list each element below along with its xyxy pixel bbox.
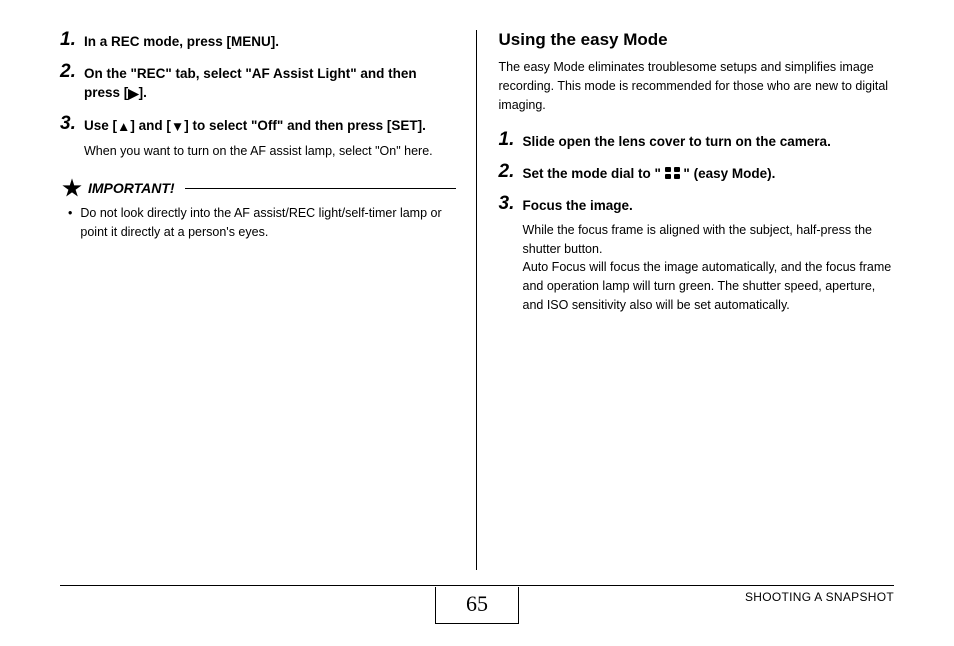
step-note: While the focus frame is aligned with th… <box>523 221 895 315</box>
down-arrow-icon: ▼ <box>171 118 184 137</box>
step-body: Focus the image. While the focus frame i… <box>523 194 895 315</box>
step-number: 2. <box>60 62 84 83</box>
footer-content: 65 SHOOTING A SNAPSHOT <box>60 586 894 624</box>
left-column: 1. In a REC mode, press [MENU]. 2. On th… <box>60 30 476 570</box>
right-arrow-icon: ▶ <box>128 85 138 104</box>
important-rule <box>185 188 456 189</box>
section-intro: The easy Mode eliminates troublesome set… <box>499 58 895 114</box>
step-head: Focus the image. <box>523 197 895 216</box>
important-block: IMPORTANT! • Do not look directly into t… <box>62 178 456 242</box>
easy-mode-icon <box>665 167 680 179</box>
left-step-1: 1. In a REC mode, press [MENU]. <box>60 30 456 52</box>
step-number: 1. <box>499 130 523 151</box>
step-number: 1. <box>60 30 84 51</box>
page-number: 65 <box>435 587 519 624</box>
step-head: Slide open the lens cover to turn on the… <box>523 133 895 152</box>
important-label: IMPORTANT! <box>88 180 185 196</box>
section-name: SHOOTING A SNAPSHOT <box>745 590 894 604</box>
step-number: 3. <box>499 194 523 215</box>
text-part: ]. <box>139 85 147 100</box>
right-step-1: 1. Slide open the lens cover to turn on … <box>499 130 895 152</box>
step-note: When you want to turn on the AF assist l… <box>84 142 456 161</box>
text-part: " (easy Mode). <box>680 166 776 181</box>
important-bullet: • Do not look directly into the AF assis… <box>68 204 456 242</box>
step-number: 2. <box>499 162 523 183</box>
step-head: Set the mode dial to " " (easy Mode). <box>523 165 895 184</box>
step-body: Slide open the lens cover to turn on the… <box>523 130 895 152</box>
text-part: ] to select "Off" and then press [SET]. <box>184 118 426 133</box>
step-body: In a REC mode, press [MENU]. <box>84 30 456 52</box>
step-body: Set the mode dial to " " (easy Mode). <box>523 162 895 184</box>
right-step-3: 3. Focus the image. While the focus fram… <box>499 194 895 315</box>
burst-icon <box>62 178 82 198</box>
important-header: IMPORTANT! <box>62 178 456 198</box>
step-head: In a REC mode, press [MENU]. <box>84 33 456 52</box>
up-arrow-icon: ▲ <box>117 118 130 137</box>
text-part: Set the mode dial to " <box>523 166 665 181</box>
left-step-2: 2. On the "REC" tab, select "AF Assist L… <box>60 62 456 104</box>
bullet-text: Do not look directly into the AF assist/… <box>80 204 455 242</box>
step-body: On the "REC" tab, select "AF Assist Ligh… <box>84 62 456 104</box>
step-head: On the "REC" tab, select "AF Assist Ligh… <box>84 65 456 104</box>
page-footer: 65 SHOOTING A SNAPSHOT <box>60 585 894 624</box>
left-step-3: 3. Use [▲] and [▼] to select "Off" and t… <box>60 114 456 161</box>
right-column: Using the easy Mode The easy Mode elimin… <box>476 30 895 570</box>
right-step-2: 2. Set the mode dial to " " (easy Mode). <box>499 162 895 184</box>
step-number: 3. <box>60 114 84 135</box>
step-head: Use [▲] and [▼] to select "Off" and then… <box>84 117 456 137</box>
content-columns: 1. In a REC mode, press [MENU]. 2. On th… <box>60 30 894 570</box>
section-heading: Using the easy Mode <box>499 30 895 50</box>
step-body: Use [▲] and [▼] to select "Off" and then… <box>84 114 456 161</box>
text-part: ] and [ <box>130 118 171 133</box>
bullet-dot: • <box>68 204 72 242</box>
text-part: Use [ <box>84 118 117 133</box>
